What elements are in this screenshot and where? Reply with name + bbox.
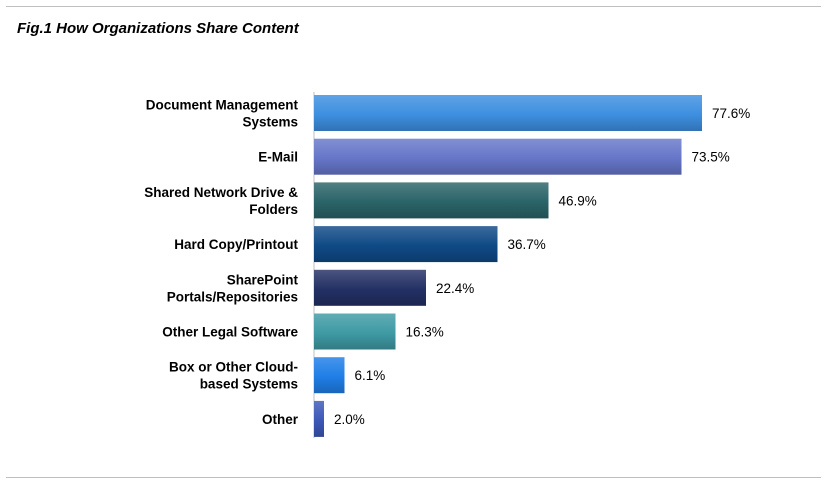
bar-7	[314, 400, 324, 437]
bar-6	[314, 357, 345, 394]
chart-title: Fig.1 How Organizations Share Content	[17, 20, 299, 37]
bar-0	[314, 95, 702, 131]
category-label-7: Other	[262, 412, 299, 427]
category-label-2: Shared Network Drive & Folders	[144, 185, 298, 217]
value-label-7: 2.0%	[334, 412, 365, 427]
value-label-1: 73.5%	[692, 150, 730, 165]
value-label-2: 46.9%	[559, 193, 597, 208]
top-rule	[6, 6, 821, 7]
category-label-3: Hard Copy/Printout	[174, 237, 298, 252]
value-label-4: 22.4%	[436, 281, 474, 296]
category-label-6: Box or Other Cloud-based Systems	[169, 360, 298, 392]
category-label-5: Other Legal Software	[162, 325, 298, 340]
category-label-4: SharePoint Portals/Repositories	[167, 272, 299, 304]
value-label-6: 6.1%	[355, 368, 386, 383]
value-label-3: 36.7%	[508, 237, 546, 252]
category-label-1: E-Mail	[258, 150, 298, 165]
value-label-5: 16.3%	[406, 325, 444, 340]
value-label-0: 77.6%	[712, 106, 750, 121]
bottom-rule	[6, 477, 821, 478]
category-label-0: Document Management Systems	[146, 98, 299, 130]
bar-1	[314, 138, 682, 175]
bar-5	[314, 313, 396, 350]
bar-3	[314, 226, 498, 263]
bar-2	[314, 182, 549, 219]
bar-4	[314, 269, 426, 306]
